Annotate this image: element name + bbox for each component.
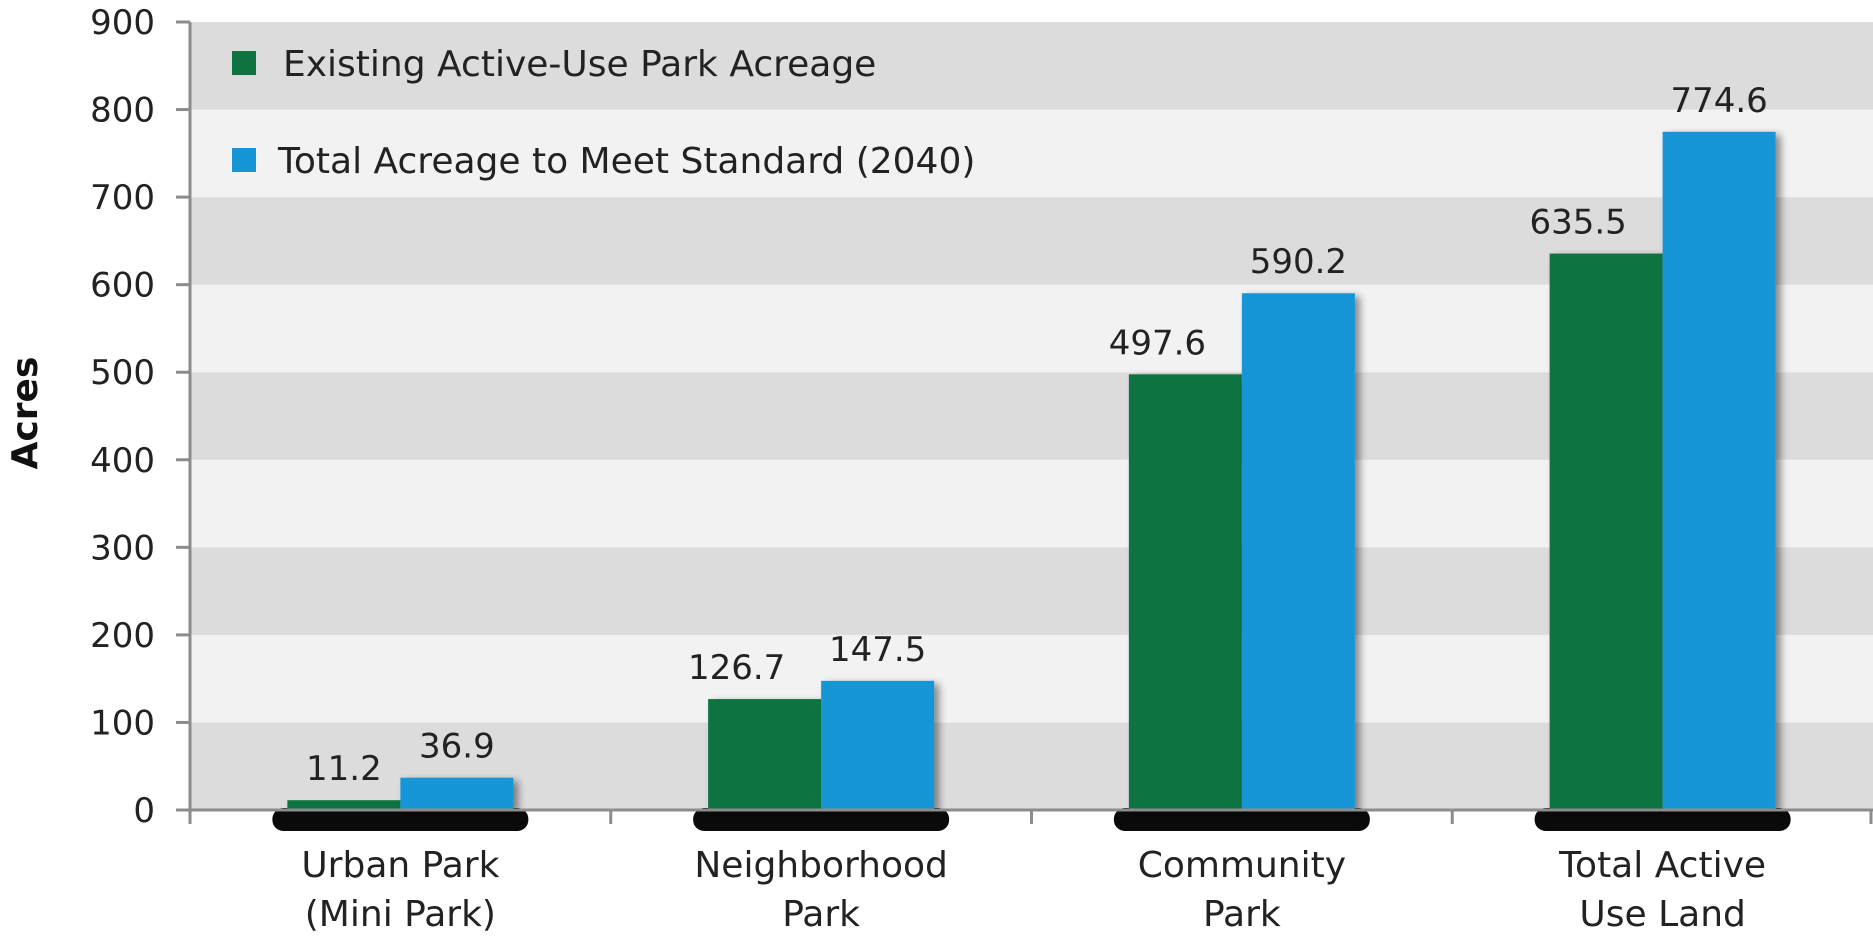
bar [287, 800, 401, 810]
grid-band [190, 22, 1873, 110]
y-tick-label: 800 [90, 91, 155, 131]
y-tick-label: 900 [90, 3, 155, 43]
category-label: Park [782, 894, 860, 935]
bar [708, 699, 822, 810]
bar-base-shadow [1534, 808, 1791, 831]
category-label: Total Active [1558, 845, 1766, 886]
bar [400, 777, 514, 810]
value-label: 635.5 [1529, 203, 1626, 243]
value-label: 36.9 [419, 727, 495, 767]
axes [176, 20, 1873, 824]
category-label: Urban Park [301, 845, 499, 886]
category-label: Park [1203, 894, 1281, 935]
y-tick-label: 0 [133, 791, 155, 831]
value-label: 147.5 [829, 630, 926, 670]
category-label: Neighborhood [694, 845, 948, 886]
legend-label: Existing Active-Use Park Acreage [283, 44, 876, 85]
y-tick-label: 100 [90, 703, 155, 743]
value-labels: 11.2 126.7 497.6 635.5 36.9 147.5 590.2 774.6 [306, 81, 1768, 789]
value-label: 126.7 [688, 648, 785, 688]
y-tick-label: 700 [90, 178, 155, 218]
legend-swatch [232, 148, 256, 172]
y-tick-label: 500 [90, 353, 155, 393]
bar [1549, 253, 1663, 810]
bar [1128, 374, 1242, 810]
legend-swatch [232, 51, 256, 75]
category-label: Use Land [1579, 894, 1745, 935]
y-tick-labels: 0 100 200 300 400 500 600 700 800 900 [90, 3, 155, 831]
bar-base-shadow [1113, 808, 1370, 831]
bars [287, 131, 1776, 811]
category-labels: Urban Park (Mini Park) Neighborhood Park Com… [301, 845, 1766, 935]
bar [1241, 293, 1355, 811]
y-tick-label: 600 [90, 266, 155, 306]
y-tick-label: 200 [90, 616, 155, 656]
value-label: 497.6 [1109, 323, 1206, 363]
category-label: (Mini Park) [305, 894, 496, 935]
legend: Existing Active-Use Park Acreage Total Ac… [232, 44, 975, 182]
grid-band [190, 109, 1873, 198]
category-label: Community [1138, 845, 1346, 886]
value-label: 590.2 [1250, 242, 1347, 282]
category-base-shadows [272, 808, 1791, 831]
value-label: 11.2 [306, 749, 382, 789]
y-axis-title: Acres [5, 357, 46, 470]
y-tick-label: 300 [90, 528, 155, 568]
bar [1662, 131, 1776, 810]
bar-base-shadow [272, 808, 529, 831]
value-label: 774.6 [1670, 81, 1767, 121]
bar-base-shadow [693, 808, 950, 831]
legend-label: Total Acreage to Meet Standard (2040) [277, 141, 975, 182]
bar [821, 680, 935, 810]
y-tick-label: 400 [90, 441, 155, 481]
